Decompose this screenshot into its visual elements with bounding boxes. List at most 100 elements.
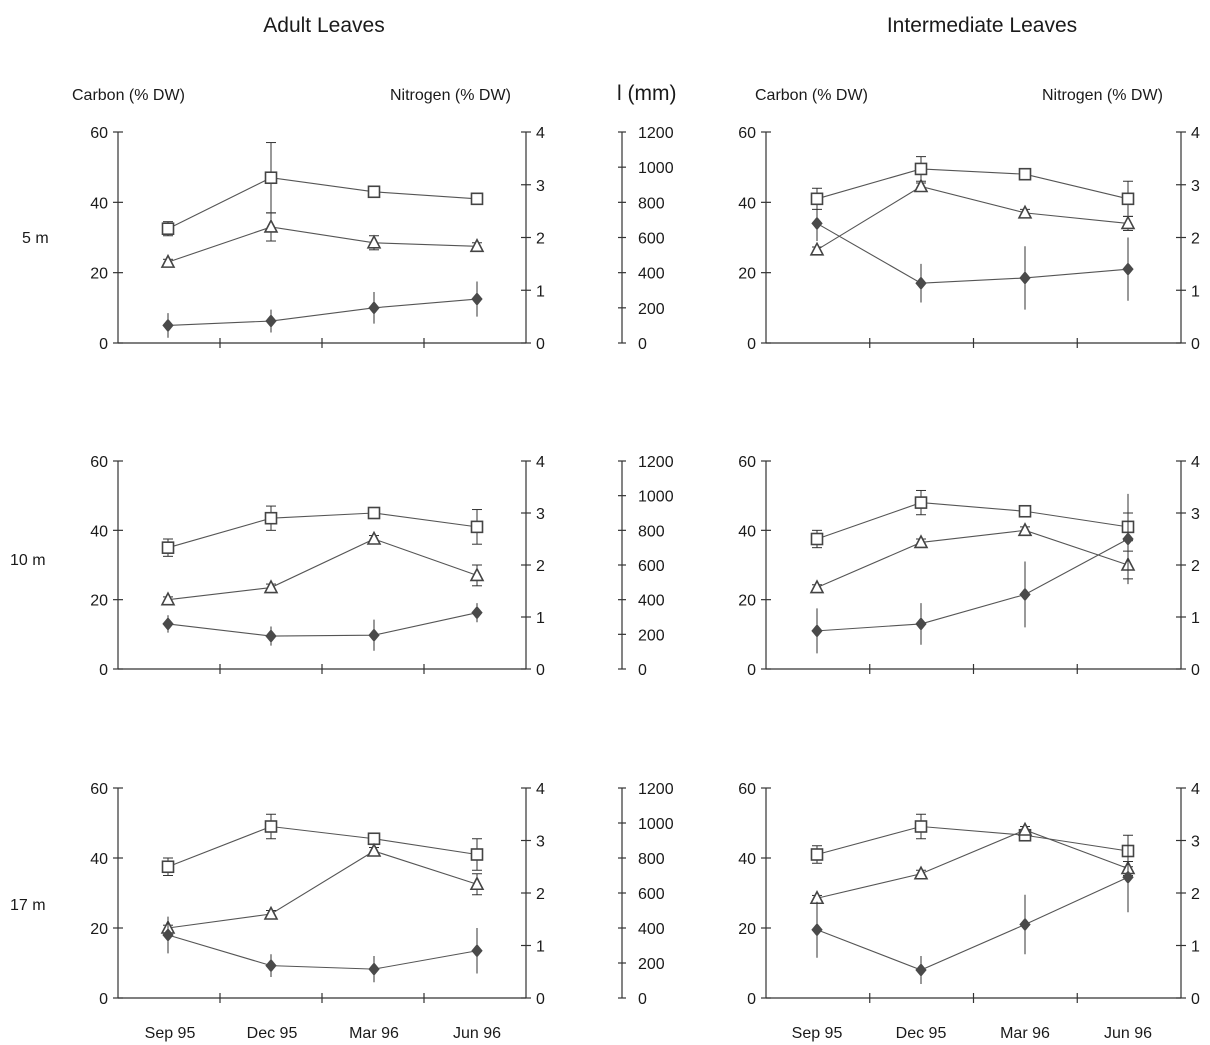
length-axis-title: l (mm): [617, 82, 676, 105]
left-tick-label-intermediate-17m-20: 20: [738, 921, 756, 938]
chart-panels: 0204060012340200400600800100012000204060…: [90, 125, 1200, 1008]
diamond-point-adult-17m-1: [265, 958, 277, 973]
diamond-point-intermediate-5m-2: [1019, 271, 1031, 285]
triangle-point-intermediate-5m-3: [1120, 215, 1136, 230]
adult-leaves-title: Adult Leaves: [263, 14, 384, 37]
x-label-intermediate-jun96: Jun 96: [1104, 1025, 1152, 1042]
triangle-point-adult-5m-3: [469, 238, 485, 253]
length-tick-label-adult-17m-200: 200: [638, 956, 665, 973]
square-point-adult-5m-2: [367, 185, 381, 199]
square-point-adult-10m-0: [161, 541, 175, 554]
left-tick-label-adult-10m-0: 0: [99, 662, 108, 679]
length-tick-label-adult-17m-1000: 1000: [638, 816, 674, 833]
diamond-series-line-adult-17m: [167, 934, 478, 970]
diamond-point-intermediate-10m-1: [915, 617, 927, 631]
length-tick-label-adult-17m-800: 800: [638, 851, 665, 868]
square-series-line-adult-17m: [167, 825, 478, 868]
right-tick-label-intermediate-10m-3: 3: [1191, 506, 1200, 523]
left-tick-label-intermediate-17m-40: 40: [738, 851, 756, 868]
panel-intermediate-5m: 0 20 40 60 0 1 2 3 4: [738, 125, 1200, 353]
diamond-point-adult-5m-2: [368, 301, 380, 315]
adult-carbon-axis-title: Carbon (% DW): [72, 87, 185, 104]
diamond-series-line-intermediate-5m: [816, 222, 1129, 284]
left-tick-label-adult-5m-20: 20: [90, 266, 108, 283]
square-point-adult-17m-0: [161, 860, 175, 874]
diamond-point-intermediate-10m-0: [811, 624, 823, 638]
triangle-series-line-intermediate-17m: [816, 829, 1129, 899]
right-tick-label-intermediate-10m-4: 4: [1191, 454, 1200, 471]
square-series-line-intermediate-17m: [816, 825, 1129, 856]
left-tick-label-adult-5m-0: 0: [99, 336, 108, 353]
length-tick-label-adult-5m-800: 800: [638, 195, 665, 212]
right-tick-label-adult-17m-2: 2: [536, 886, 545, 903]
diamond-point-intermediate-5m-1: [915, 276, 927, 290]
left-tick-label-intermediate-5m-60: 60: [738, 125, 756, 142]
square-point-adult-17m-2: [367, 832, 381, 846]
length-tick-label-adult-10m-200: 200: [638, 627, 665, 644]
square-point-adult-17m-1: [264, 820, 278, 833]
square-point-adult-5m-0: [161, 222, 175, 236]
panel-intermediate-17m: 0 20 40 60 0 1 2 3 4: [738, 781, 1200, 1008]
diamond-point-intermediate-5m-0: [811, 216, 823, 231]
square-point-intermediate-17m-0: [810, 848, 824, 861]
diamond-point-intermediate-17m-1: [915, 963, 927, 977]
right-tick-label-adult-5m-2: 2: [536, 231, 545, 248]
right-tick-label-intermediate-17m-3: 3: [1191, 834, 1200, 851]
right-tick-label-intermediate-10m-1: 1: [1191, 610, 1200, 627]
triangle-point-intermediate-17m-1: [913, 865, 929, 880]
length-tick-label-adult-5m-0: 0: [638, 336, 647, 353]
square-point-adult-10m-1: [264, 511, 278, 525]
triangle-point-adult-17m-1: [263, 905, 279, 920]
left-tick-label-adult-17m-20: 20: [90, 921, 108, 938]
intermediate-carbon-axis-title: Carbon (% DW): [755, 87, 868, 104]
square-series-line-intermediate-10m: [816, 502, 1129, 540]
square-point-intermediate-17m-1: [914, 820, 928, 833]
depth-label-17m: 17 m: [10, 897, 46, 914]
right-tick-label-intermediate-10m-2: 2: [1191, 558, 1200, 575]
x-label-intermediate-mar96: Mar 96: [1000, 1025, 1050, 1042]
triangle-point-adult-10m-2: [366, 530, 382, 545]
diamond-point-intermediate-5m-3: [1122, 262, 1134, 276]
right-tick-label-adult-5m-1: 1: [536, 283, 545, 300]
triangle-point-adult-10m-3: [469, 567, 485, 582]
triangle-point-adult-5m-2: [366, 234, 382, 249]
right-tick-label-intermediate-10m-0: 0: [1191, 662, 1200, 679]
diamond-point-adult-17m-0: [162, 928, 174, 942]
left-tick-label-adult-17m-40: 40: [90, 851, 108, 868]
diamond-point-adult-5m-3: [471, 292, 483, 306]
right-tick-label-intermediate-5m-0: 0: [1191, 336, 1200, 353]
length-tick-label-adult-17m-0: 0: [638, 991, 647, 1008]
square-point-intermediate-5m-3: [1121, 192, 1135, 206]
square-point-intermediate-5m-1: [914, 162, 928, 176]
length-tick-label-adult-17m-400: 400: [638, 921, 665, 938]
right-tick-label-adult-17m-3: 3: [536, 834, 545, 851]
square-point-intermediate-5m-2: [1018, 167, 1032, 181]
left-tick-label-intermediate-5m-20: 20: [738, 266, 756, 283]
right-tick-label-intermediate-5m-4: 4: [1191, 125, 1200, 142]
right-tick-label-adult-5m-3: 3: [536, 178, 545, 195]
diamond-point-adult-10m-2: [368, 628, 380, 642]
square-series-line-adult-5m: [167, 177, 478, 230]
triangle-series-line-intermediate-5m: [816, 185, 1129, 251]
intermediate-nitrogen-axis-title: Nitrogen (% DW): [1042, 87, 1163, 104]
right-tick-label-adult-10m-3: 3: [536, 506, 545, 523]
square-series-line-adult-10m: [167, 512, 478, 549]
diamond-series-line-adult-5m: [167, 298, 478, 326]
right-tick-label-adult-5m-0: 0: [536, 336, 545, 353]
length-tick-label-adult-10m-1200: 1200: [638, 454, 674, 471]
square-point-adult-5m-1: [264, 171, 278, 185]
length-tick-label-adult-10m-600: 600: [638, 558, 665, 575]
triangle-point-adult-10m-0: [160, 591, 176, 606]
triangle-point-intermediate-10m-2: [1017, 522, 1033, 537]
left-tick-label-intermediate-17m-0: 0: [747, 991, 756, 1008]
diamond-point-intermediate-17m-3: [1122, 870, 1134, 885]
x-label-adult-mar96: Mar 96: [349, 1025, 399, 1042]
left-tick-label-intermediate-10m-60: 60: [738, 454, 756, 471]
length-tick-label-adult-5m-1200: 1200: [638, 125, 674, 142]
length-tick-label-adult-5m-1000: 1000: [638, 160, 674, 177]
left-tick-label-adult-10m-60: 60: [90, 454, 108, 471]
